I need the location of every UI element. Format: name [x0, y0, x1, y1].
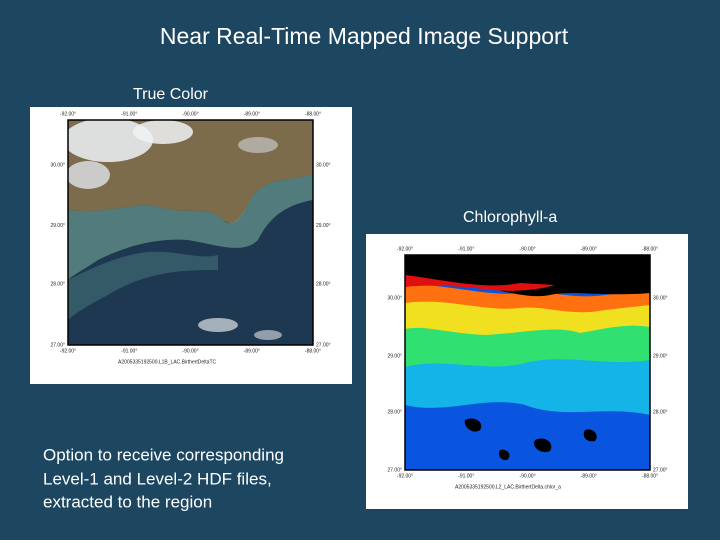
lat-tick-label: 29.00°: [387, 353, 402, 359]
file-name: A2005335192500.L1B_LAC.BirthertDeltaTC: [118, 359, 217, 365]
lon-tick-label: -89.00°: [244, 348, 260, 354]
lat-tick-label: 29.00°: [316, 223, 331, 229]
lat-tick-label: 28.00°: [387, 409, 402, 415]
caption-line: Option to receive corresponding: [43, 445, 284, 464]
lon-tick-label: -92.00°: [397, 473, 413, 479]
lat-tick-label: 29.00°: [653, 353, 668, 359]
slide-title: Near Real-Time Mapped Image Support: [160, 23, 569, 49]
lon-tick-label: -90.00°: [182, 111, 198, 117]
lat-tick-label: 29.00°: [50, 223, 65, 229]
caption-line: Level-1 and Level-2 HDF files,: [43, 469, 272, 488]
file-name: A2005335192500.L2_LAC.BirthertDelta.chlo…: [455, 484, 561, 490]
lat-tick-label: 27.00°: [387, 467, 402, 473]
lat-tick-label: 30.00°: [316, 162, 331, 168]
caption-line: extracted to the region: [43, 492, 212, 511]
lon-tick-label: -88.00°: [642, 246, 658, 252]
lat-tick-label: 27.00°: [653, 467, 668, 473]
lat-tick-label: 28.00°: [316, 282, 331, 288]
lat-tick-label: 28.00°: [653, 409, 668, 415]
lon-tick-label: -91.00°: [121, 348, 137, 354]
lon-tick-label: -89.00°: [581, 246, 597, 252]
lon-tick-label: -90.00°: [519, 473, 535, 479]
lon-tick-label: -91.00°: [121, 111, 137, 117]
map-label: True Color: [133, 86, 209, 103]
lon-tick-label: -91.00°: [458, 246, 474, 252]
lon-tick-label: -92.00°: [60, 348, 76, 354]
lat-tick-label: 30.00°: [50, 162, 65, 168]
lon-tick-label: -92.00°: [60, 111, 76, 117]
lon-tick-label: -89.00°: [581, 473, 597, 479]
chlorophyll-image: [366, 234, 688, 509]
true-color-image: [30, 107, 352, 384]
lon-tick-label: -90.00°: [519, 246, 535, 252]
lon-tick-label: -88.00°: [305, 348, 321, 354]
lon-tick-label: -90.00°: [182, 348, 198, 354]
lat-tick-label: 27.00°: [50, 342, 65, 348]
lat-tick-label: 30.00°: [387, 295, 402, 301]
lon-tick-label: -89.00°: [244, 111, 260, 117]
lon-tick-label: -88.00°: [642, 473, 658, 479]
lon-tick-label: -92.00°: [397, 246, 413, 252]
lat-tick-label: 27.00°: [316, 342, 331, 348]
lon-tick-label: -91.00°: [458, 473, 474, 479]
map-label: Chlorophyll-a: [463, 209, 557, 226]
lat-tick-label: 30.00°: [653, 295, 668, 301]
lon-tick-label: -88.00°: [305, 111, 321, 117]
lat-tick-label: 28.00°: [50, 282, 65, 288]
